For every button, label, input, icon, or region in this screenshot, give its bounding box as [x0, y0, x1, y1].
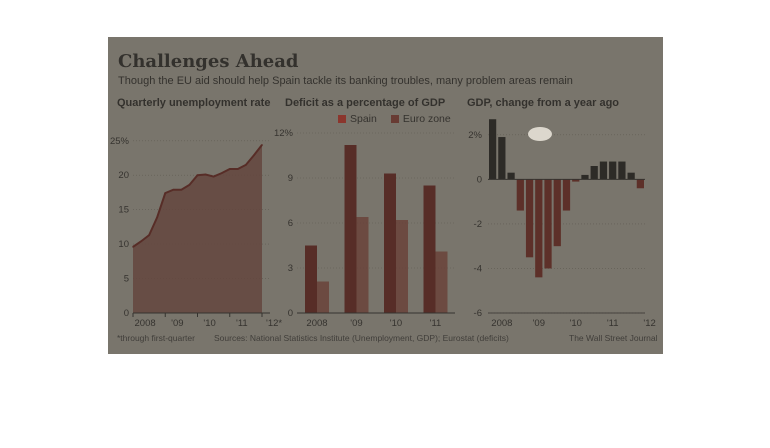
x-tick-label: '10 — [203, 318, 215, 329]
legend-label-spain: Spain — [350, 113, 377, 125]
x-tick-label: '09 — [533, 318, 545, 329]
y-tick-label: 0 — [288, 308, 293, 319]
data-point — [245, 164, 247, 166]
gdp-bar — [627, 172, 635, 180]
y-tick-label: 12% — [274, 128, 294, 139]
y-tick-label: 15 — [118, 205, 129, 216]
legend-item-spain: Spain — [338, 113, 377, 125]
gdp-bar — [516, 179, 524, 211]
gdp-bar — [535, 179, 543, 278]
data-point — [196, 174, 199, 177]
y-tick-label: -6 — [474, 308, 482, 319]
y-tick-label: 10 — [118, 239, 129, 250]
data-point — [148, 234, 150, 236]
bar-spain — [423, 185, 436, 313]
source-note: Sources: National Statistics Institute (… — [214, 333, 509, 343]
x-tick-label: '10 — [570, 318, 582, 329]
y-tick-label: 2% — [468, 130, 482, 141]
y-tick-label: 20 — [118, 170, 129, 181]
x-tick-label: '11 — [607, 318, 619, 329]
x-tick-label: '11 — [236, 318, 248, 329]
legend-swatch-spain — [338, 115, 346, 123]
chart-figure: Challenges Ahead Though the EU aid shoul… — [108, 37, 663, 354]
gdp-bar — [544, 179, 552, 269]
gdp-bar — [498, 137, 506, 180]
small-highlight-oval — [528, 127, 552, 141]
data-point — [237, 168, 239, 170]
footnote: *through first-quarter — [117, 333, 195, 343]
data-point — [220, 172, 223, 174]
bar-spain — [384, 173, 396, 313]
deficit-chart: 0 3 6 9 12% 2008 '09 '10 '11 — [274, 128, 455, 329]
bar-euro-zone — [435, 251, 448, 313]
gdp-bar — [562, 179, 571, 211]
bar-spain — [305, 245, 317, 313]
x-tick-label: '09 — [350, 318, 362, 329]
y-tick-label: 0 — [477, 174, 482, 185]
x-tick-label: 2008 — [491, 318, 512, 329]
y-tick-label: -4 — [474, 263, 482, 274]
bar-spain — [344, 145, 357, 313]
data-point — [261, 144, 263, 146]
bar-euro-zone — [317, 281, 329, 313]
data-point — [172, 188, 175, 191]
bar-euro-zone — [396, 220, 408, 313]
x-tick-label: '11 — [430, 318, 442, 329]
x-tick-label: 2008 — [135, 318, 156, 329]
x-tick-label: '12 — [643, 318, 655, 329]
publisher-credit: The Wall Street Journal — [569, 333, 658, 343]
gdp-bar — [609, 161, 617, 180]
gdp-bar — [599, 161, 608, 180]
data-point — [188, 184, 191, 186]
data-point — [204, 173, 207, 176]
y-tick-label: 3 — [288, 263, 293, 274]
unemployment-chart: 0 5 10 15 20 25% 2008 '09 '10 '11 '12* — [110, 136, 282, 329]
gdp-bar — [636, 179, 644, 189]
gdp-bar — [507, 172, 515, 180]
gdp-bar — [489, 119, 497, 180]
gdp-bar — [618, 161, 626, 180]
data-point — [228, 168, 231, 170]
y-tick-label: 0 — [124, 308, 129, 319]
gdp-bar — [525, 179, 534, 258]
bar-euro-zone — [356, 217, 369, 313]
gdp-chart: -6 -4 -2 0 2% 2008 '09 '10 '11 '12 — [468, 119, 656, 329]
x-tick-label: '10 — [390, 318, 402, 329]
deficit-legend: Spain Euro zone — [338, 113, 451, 125]
data-point — [164, 192, 167, 194]
data-point — [156, 216, 158, 219]
data-point — [132, 246, 134, 248]
legend-label-euro-zone: Euro zone — [402, 113, 451, 125]
y-tick-label: 5 — [124, 274, 129, 285]
y-tick-label: -2 — [474, 219, 482, 230]
gdp-bar — [581, 174, 589, 180]
x-tick-label: '12* — [266, 318, 282, 329]
legend-item-euro-zone: Euro zone — [390, 113, 451, 125]
legend-swatch-euro-zone — [390, 115, 399, 123]
y-tick-label: 6 — [288, 218, 293, 229]
data-point — [212, 175, 215, 178]
y-tick-label: 9 — [288, 173, 293, 184]
gdp-bar — [553, 179, 561, 247]
data-point — [180, 188, 183, 191]
x-tick-label: 2008 — [306, 318, 327, 329]
x-tick-label: '09 — [171, 318, 183, 329]
data-point — [140, 240, 142, 243]
data-point — [253, 154, 255, 157]
gdp-bar — [590, 166, 598, 180]
charts-canvas: 0 5 10 15 20 25% 2008 '09 '10 '11 '12* 0 3 6 9 12% 2008… — [110, 119, 656, 329]
y-tick-label: 25% — [110, 136, 130, 147]
